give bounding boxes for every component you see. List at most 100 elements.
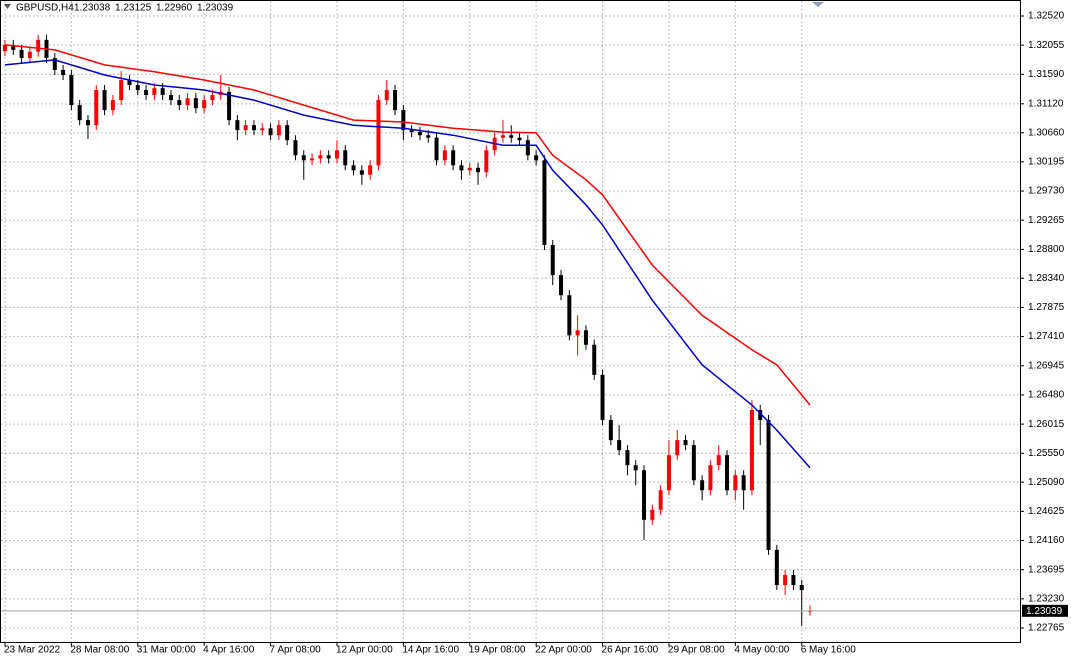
candle-body <box>526 140 530 155</box>
candle-body <box>277 125 281 135</box>
candle-body <box>269 128 273 135</box>
y-tick-label: 1.30195 <box>1028 157 1065 168</box>
candle-body <box>659 490 663 509</box>
candle-body <box>518 138 522 141</box>
candle-body <box>783 575 787 585</box>
candle-body <box>161 88 165 95</box>
candle-body <box>418 132 422 135</box>
candle-body <box>210 95 214 100</box>
candle-body <box>235 120 239 130</box>
candle-body <box>601 375 605 420</box>
candle-body <box>318 155 322 158</box>
y-tick-label: 1.31120 <box>1028 98 1064 109</box>
header-low: 1.22960 <box>156 3 193 14</box>
candle-body <box>94 90 98 125</box>
x-tick-label: 23 Mar 2022 <box>4 645 61 656</box>
candle-body <box>136 85 140 90</box>
y-tick-label: 1.32520 <box>1028 11 1065 22</box>
candle-body <box>293 140 297 155</box>
x-tick-label: 29 Apr 08:00 <box>668 645 725 656</box>
chart: GBPUSD,H4 1.23038 1.23125 1.22960 1.2303… <box>0 0 1071 659</box>
candle-body <box>28 52 32 58</box>
candle-body <box>576 330 580 335</box>
y-tick-label: 1.28340 <box>1028 273 1065 284</box>
candle-body <box>327 155 331 158</box>
candle-body <box>86 120 90 125</box>
candle-body <box>451 150 455 165</box>
candle-body <box>186 98 190 105</box>
candle-body <box>343 150 347 165</box>
candle-body <box>584 330 588 344</box>
y-tick-label: 1.24625 <box>1028 506 1065 517</box>
candle-body <box>684 440 688 445</box>
candle-body <box>800 585 804 590</box>
y-tick-label: 1.30660 <box>1028 127 1065 138</box>
candle-body <box>592 345 596 375</box>
candle-body <box>542 160 546 245</box>
candle-body <box>692 445 696 480</box>
candle-body <box>111 100 115 110</box>
y-tick-label: 1.23230 <box>1028 593 1065 604</box>
candle-body <box>642 470 646 520</box>
candle-body <box>3 45 7 51</box>
header-open: 1.23038 <box>74 3 111 14</box>
y-tick-label: 1.24160 <box>1028 535 1065 546</box>
x-tick-label: 6 May 16:00 <box>801 645 856 656</box>
candle-body <box>144 90 148 95</box>
candle-body <box>609 420 613 440</box>
candle-body <box>551 245 555 275</box>
plot-frame <box>1 1 1021 643</box>
candle-body <box>385 90 389 100</box>
candle-body <box>152 88 156 95</box>
candle-body <box>227 92 231 120</box>
candle-body <box>177 100 181 105</box>
candle-body <box>202 100 206 108</box>
candle-body <box>36 40 40 52</box>
candle-body <box>410 130 414 132</box>
candle-body <box>302 155 306 160</box>
y-tick-label: 1.22765 <box>1028 623 1065 634</box>
x-tick-label: 22 Apr 00:00 <box>535 645 592 656</box>
candle-body <box>393 90 397 110</box>
x-tick-label: 26 Apr 16:00 <box>602 645 659 656</box>
candle-body <box>476 168 480 172</box>
y-tick-label: 1.31590 <box>1028 69 1065 80</box>
candle-body <box>484 150 488 172</box>
candle-body <box>368 165 372 174</box>
candle-body <box>360 170 364 174</box>
candle-body <box>509 135 513 138</box>
y-tick-label: 1.32055 <box>1028 40 1065 51</box>
x-tick-label: 7 Apr 08:00 <box>270 645 322 656</box>
y-tick-label: 1.26945 <box>1028 360 1065 371</box>
x-tick-label: 4 May 00:00 <box>734 645 789 656</box>
candle-body <box>260 128 264 130</box>
y-tick-label: 1.28800 <box>1028 244 1065 255</box>
symbol: GBPUSD,H4 <box>16 3 74 14</box>
candle-body <box>650 510 654 520</box>
x-tick-label: 14 Apr 16:00 <box>402 645 459 656</box>
x-tick-label: 31 Mar 00:00 <box>137 645 196 656</box>
x-tick-label: 4 Apr 16:00 <box>203 645 255 656</box>
x-tick-label: 28 Mar 08:00 <box>70 645 129 656</box>
candle-body <box>750 410 754 490</box>
x-tick-label: 19 Apr 08:00 <box>469 645 526 656</box>
candle-body <box>244 125 248 130</box>
candle-body <box>708 465 712 490</box>
candle-body <box>69 75 73 105</box>
candle-body <box>617 440 621 450</box>
candle-body <box>435 138 439 161</box>
candle-body <box>194 98 198 108</box>
y-tick-label: 1.27410 <box>1028 331 1065 342</box>
candle-body <box>634 465 638 470</box>
candle-body <box>352 165 356 170</box>
y-tick-label: 1.29730 <box>1028 186 1065 197</box>
candle-body <box>667 455 671 490</box>
last-price-label: 1.23039 <box>1026 606 1063 617</box>
candle-body <box>335 150 339 158</box>
candle-body <box>733 475 737 490</box>
y-tick-label: 1.23695 <box>1028 564 1065 575</box>
candle-body <box>742 475 746 490</box>
candle-body <box>252 125 256 130</box>
y-tick-label: 1.26015 <box>1028 419 1065 430</box>
header-close: 1.23039 <box>197 3 234 14</box>
